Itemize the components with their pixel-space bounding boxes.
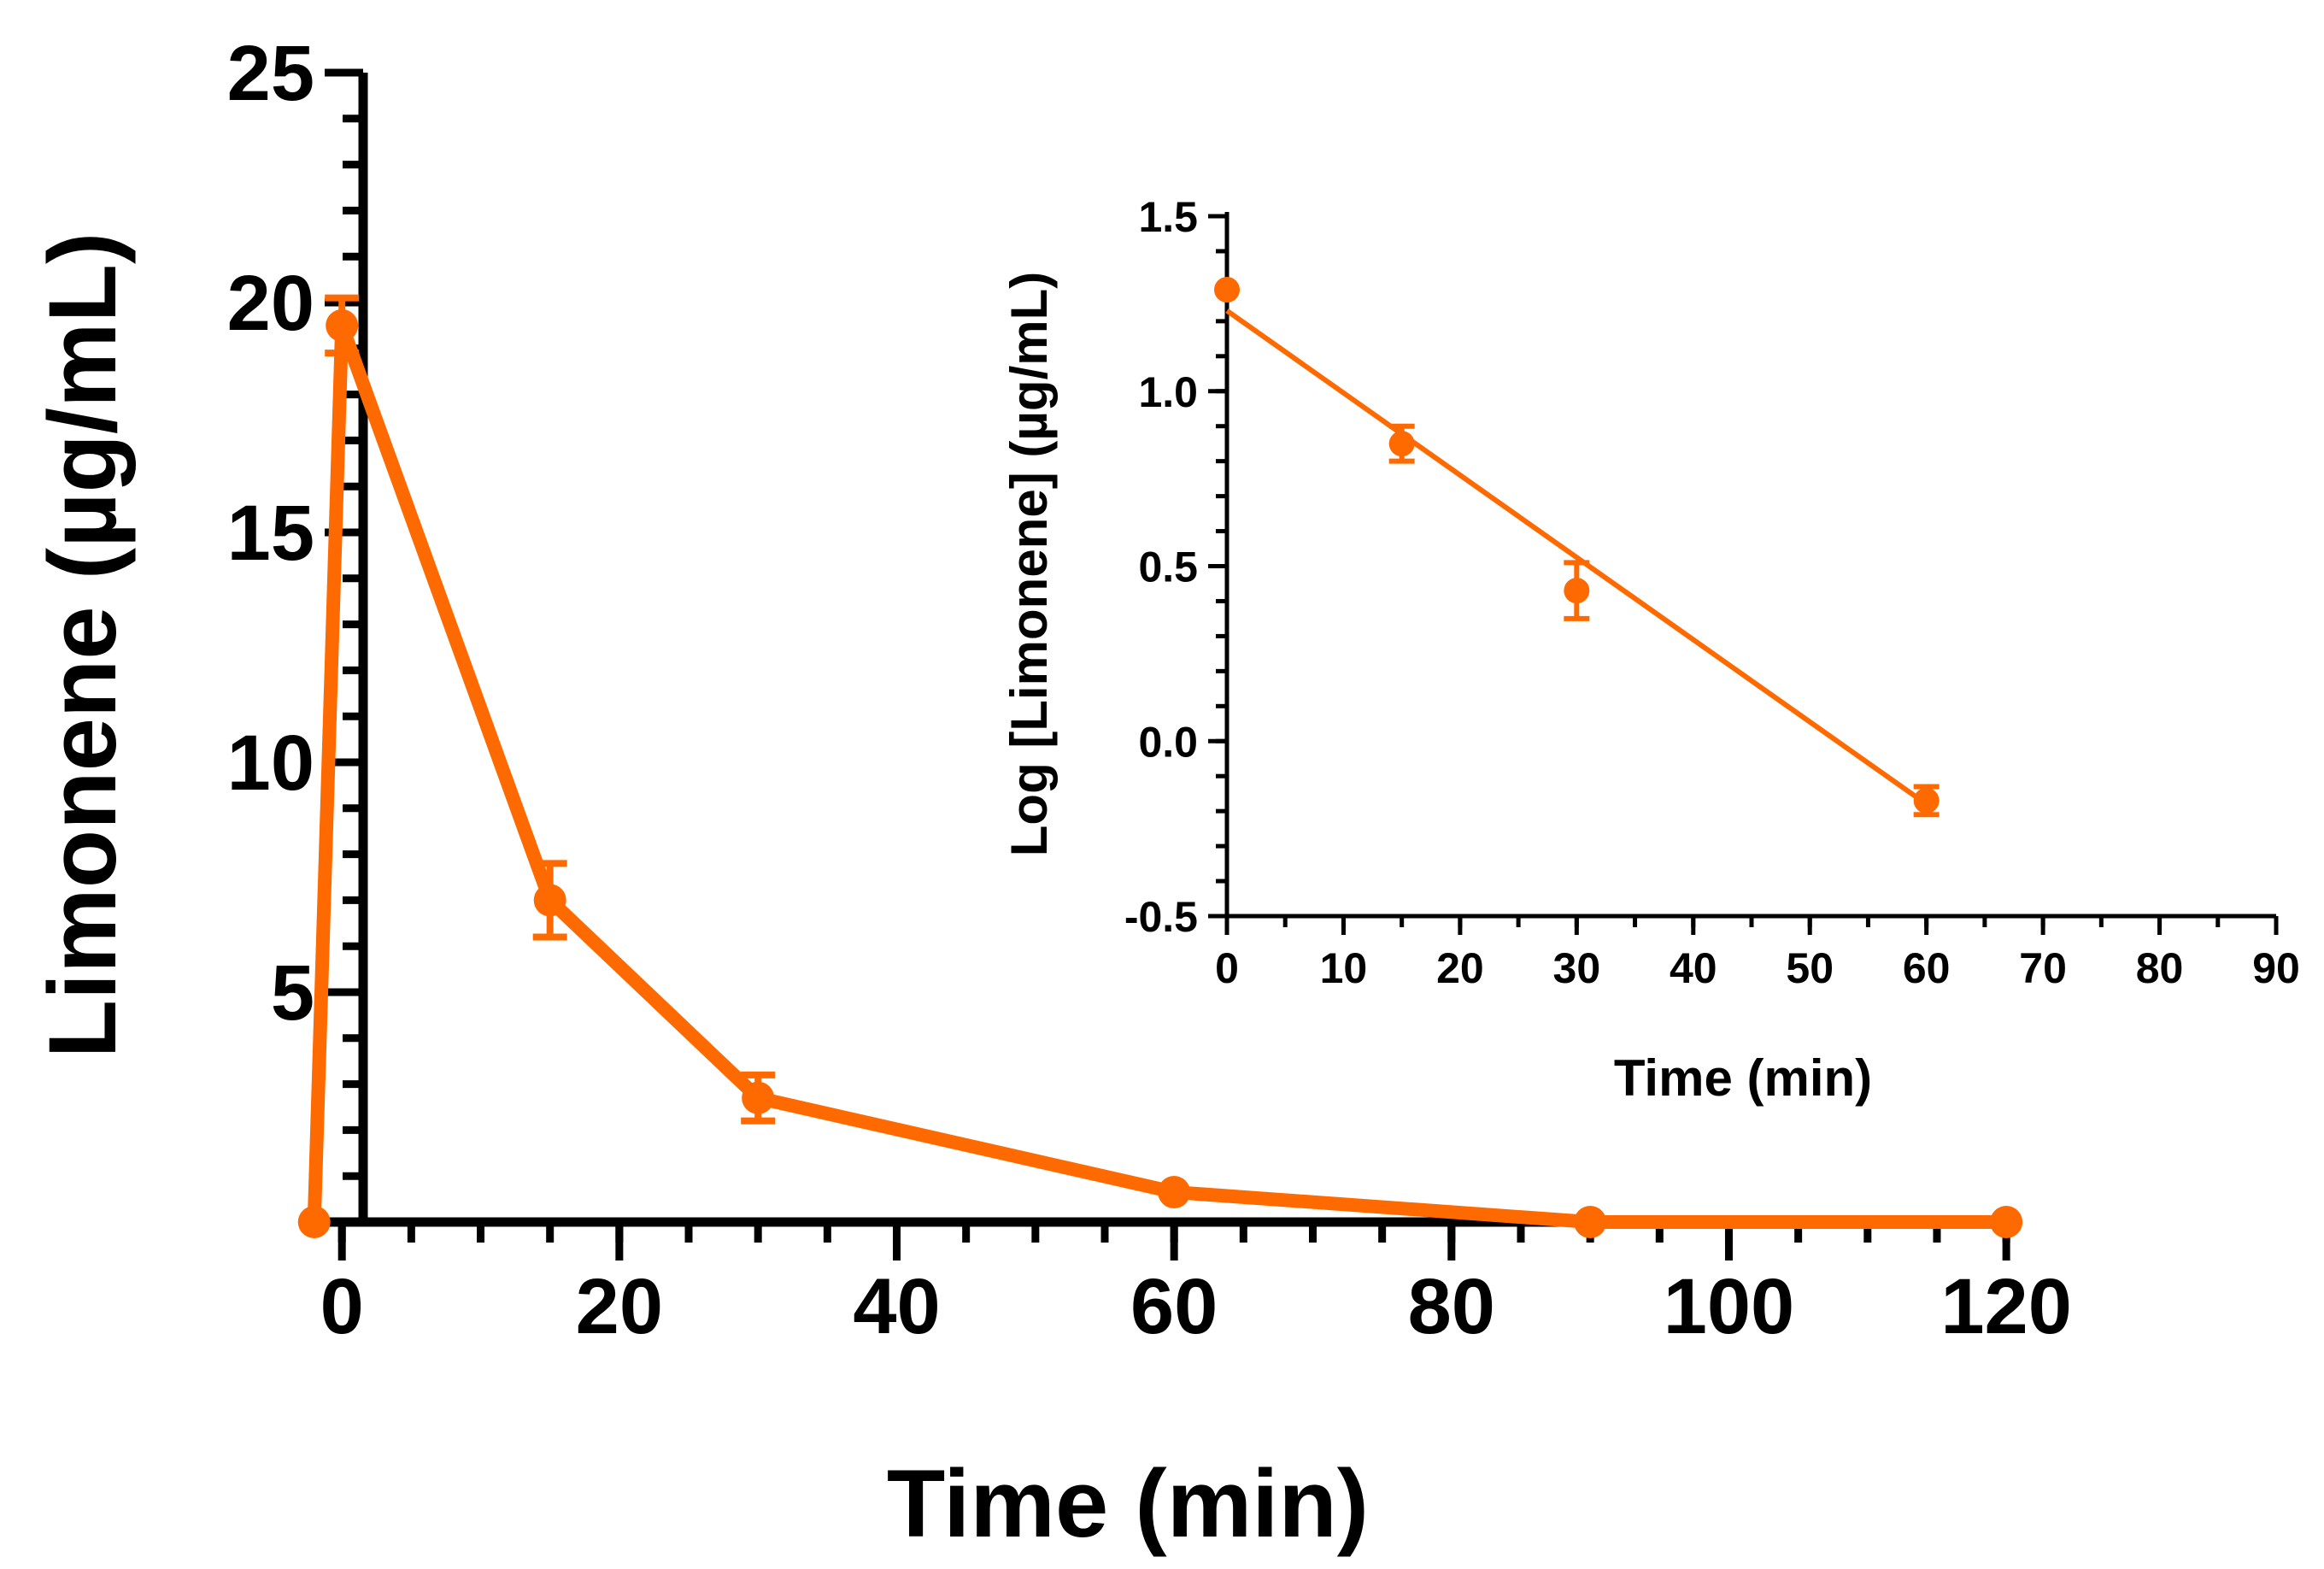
inset-data-point <box>1214 276 1240 303</box>
main-x-tick-label: 60 <box>1130 1263 1218 1350</box>
main-data-point <box>742 1081 775 1114</box>
main-y-tick-label: 15 <box>227 490 314 577</box>
inset-x-tick-label: 40 <box>1670 944 1717 992</box>
inset-x-tick-label: 50 <box>1786 944 1834 992</box>
main-x-tick-label: 100 <box>1664 1263 1795 1350</box>
inset-x-axis-title: Time (min) <box>1614 1049 1872 1107</box>
inset-ticks: -0.5 0.0 0.5 1.0 1.5 0 10 20 30 40 50 60 70 80 90 <box>1124 193 2300 992</box>
inset-x-tick-label: 90 <box>2252 944 2300 992</box>
inset-x-tick-label: 20 <box>1436 944 1484 992</box>
main-data-point <box>533 884 566 917</box>
main-data-point <box>1158 1176 1191 1209</box>
inset-series <box>1214 276 1940 818</box>
main-y-tick-label: 5 <box>271 949 314 1037</box>
main-x-tick-label: 120 <box>1940 1263 2072 1350</box>
inset-x-tick-label: 60 <box>1903 944 1951 992</box>
inset-y-axis-title: Log [Limonene] (µg/mL) <box>1001 272 1058 856</box>
inset-data-point <box>1913 787 1940 814</box>
inset-y-tick-label: 1.0 <box>1138 368 1198 416</box>
main-series <box>297 294 2023 1238</box>
main-y-tick-label: 20 <box>227 260 314 347</box>
inset-chart: -0.5 0.0 0.5 1.0 1.5 0 10 20 30 40 50 60 70 80 90 Time… <box>1001 193 2300 1107</box>
main-y-tick-label: 10 <box>227 720 314 807</box>
main-x-tick-label: 80 <box>1408 1263 1495 1350</box>
main-data-point <box>1574 1206 1607 1238</box>
inset-data-point <box>1564 578 1590 604</box>
inset-fit-line <box>1225 309 1928 807</box>
inset-x-tick-label: 30 <box>1553 944 1601 992</box>
main-x-tick-label: 0 <box>320 1263 364 1350</box>
main-data-point <box>297 1206 331 1238</box>
main-data-point <box>1990 1206 2023 1238</box>
inset-y-tick-label: 0.0 <box>1138 718 1198 766</box>
main-x-tick-label: 40 <box>853 1263 940 1350</box>
inset-y-tick-label: -0.5 <box>1124 893 1198 941</box>
main-x-tick-label: 20 <box>576 1263 663 1350</box>
inset-y-tick-label: 1.5 <box>1138 193 1198 241</box>
inset-y-tick-label: 0.5 <box>1138 544 1198 591</box>
main-data-point <box>326 309 359 342</box>
inset-x-tick-label: 0 <box>1215 944 1239 992</box>
main-y-axis-title: Limonene (µg/mL) <box>29 232 136 1059</box>
inset-data-point <box>1388 431 1415 457</box>
inset-x-tick-label: 10 <box>1320 944 1368 992</box>
inset-x-tick-label: 70 <box>2019 944 2067 992</box>
main-y-tick-label: 25 <box>227 30 314 117</box>
inset-x-tick-label: 80 <box>2136 944 2184 992</box>
main-x-axis-title: Time (min) <box>887 1450 1369 1557</box>
